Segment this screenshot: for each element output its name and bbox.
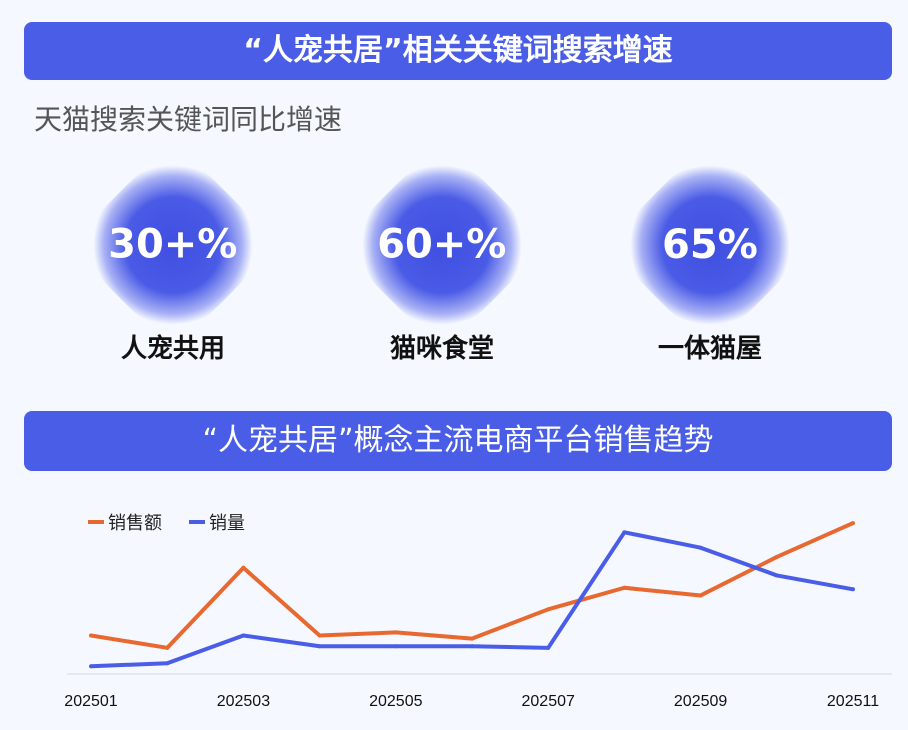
data-point xyxy=(546,645,551,650)
data-point xyxy=(546,607,551,612)
data-point xyxy=(851,587,855,592)
legend-label-sales: 销售额 xyxy=(108,513,162,534)
data-point xyxy=(698,593,703,598)
data-point xyxy=(470,644,474,649)
stat-blob: 60+% xyxy=(335,138,549,352)
stat-card: 60+% 猫咪食堂 xyxy=(335,138,549,365)
stat-label: 人宠共用 xyxy=(120,334,225,364)
x-tick-label: 202501 xyxy=(64,693,117,710)
section-banner: “人宠共居”概念主流电商平台销售趋势 xyxy=(24,411,892,471)
data-point xyxy=(317,644,322,649)
data-point xyxy=(622,530,627,535)
line-chart: 销售额 销量 202501 202503 202505 202507 202509 202… xyxy=(64,513,892,710)
data-point xyxy=(774,554,779,559)
x-tick-label: 202509 xyxy=(674,693,727,710)
data-point xyxy=(470,636,474,641)
legend-label-volume: 销量 xyxy=(209,513,245,534)
data-point xyxy=(851,521,855,526)
x-tick-label: 202511 xyxy=(827,693,879,710)
data-point xyxy=(241,633,246,638)
x-tick-label: 202507 xyxy=(522,693,575,710)
data-point xyxy=(774,573,779,578)
x-tick-label: 202505 xyxy=(369,693,422,710)
stat-blob: 30+% xyxy=(66,138,280,352)
stat-card: 30+% 人宠共用 xyxy=(66,138,280,365)
data-point xyxy=(622,585,627,590)
stat-label: 猫咪食堂 xyxy=(389,334,494,364)
x-tick-label: 202503 xyxy=(217,693,270,710)
stat-value: 65% xyxy=(662,222,758,268)
subtitle: 天猫搜索关键词同比增速 xyxy=(34,103,343,136)
series-line-sales xyxy=(90,521,854,650)
stat-label: 一体猫屋 xyxy=(657,334,762,364)
data-point xyxy=(698,545,703,550)
data-point xyxy=(317,633,322,638)
stat-value: 60+% xyxy=(377,221,507,268)
stat-card: 65% 一体猫屋 xyxy=(603,138,817,365)
data-point xyxy=(89,633,93,638)
data-point xyxy=(89,664,93,669)
data-point xyxy=(241,565,246,570)
data-point xyxy=(165,661,170,666)
stat-value: 30+% xyxy=(108,221,238,268)
legend: 销售额 销量 xyxy=(88,513,245,534)
data-point xyxy=(165,645,170,650)
title-banner: “人宠共居”相关关键词搜索增速 xyxy=(24,22,892,80)
data-point xyxy=(393,630,398,635)
stat-blob: 65% xyxy=(603,138,817,352)
data-point xyxy=(393,644,398,649)
